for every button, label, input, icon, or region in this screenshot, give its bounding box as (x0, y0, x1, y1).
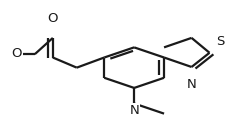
Text: O: O (12, 47, 22, 60)
Text: S: S (216, 35, 225, 48)
Text: N: N (187, 78, 197, 91)
Text: N: N (129, 104, 139, 117)
Text: O: O (48, 12, 58, 26)
